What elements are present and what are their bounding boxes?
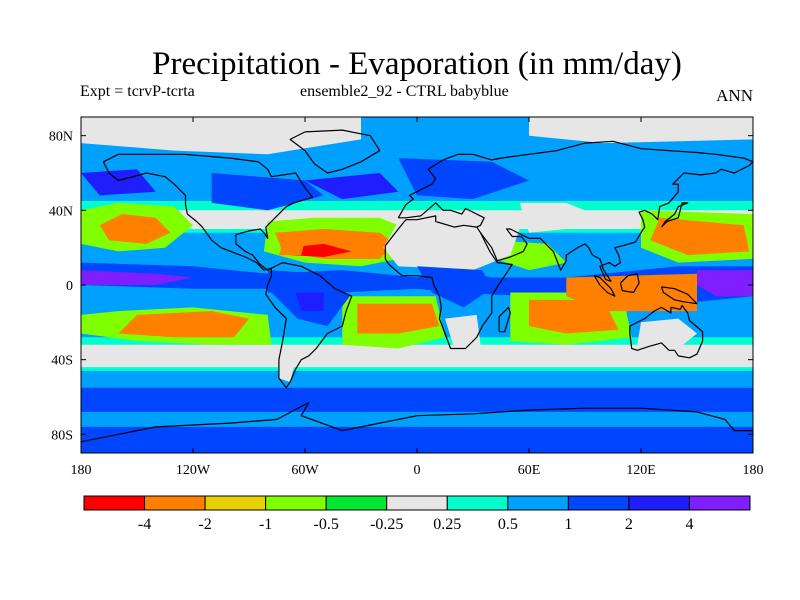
field-arctic-east [529, 117, 753, 144]
x-tick-label: 120W [176, 463, 211, 478]
colorbar-swatch [567, 495, 630, 511]
field-antarctic-strip [81, 411, 753, 427]
colorbar-label: -0.25 [370, 516, 403, 533]
ensemble-label: ensemble2_92 - CTRL babyblue [300, 83, 509, 100]
coast-africa [384, 202, 513, 350]
x-tick-label: 60E [518, 463, 541, 478]
colorbar: -4 -2 -1 -0.5 -0.25 0.25 0.5 1 2 4 [83, 495, 751, 533]
y-tick-label: 40N [49, 204, 73, 219]
pme-field [81, 117, 753, 453]
coast-antarctica [81, 402, 753, 443]
chart-title: Precipitation - Evaporation (in mm/day) [152, 46, 682, 82]
coastlines [81, 129, 753, 443]
field-north-atlantic [305, 173, 399, 200]
field-eq-pacific-south [81, 285, 268, 304]
field-caribbean [278, 240, 305, 256]
experiment-label: Expt = tcrvP-tcrta [80, 83, 195, 100]
field-europe [398, 158, 529, 200]
field-itcz-core [81, 270, 193, 285]
coast-australia [629, 304, 704, 359]
x-tick-label: 60W [291, 463, 319, 478]
colorbar-swatch [446, 495, 509, 511]
y-tick-label: 80S [51, 428, 73, 443]
colorbar-swatch [325, 495, 388, 511]
coast-north-america [102, 153, 314, 271]
field-central-asia [519, 202, 595, 233]
x-tick-label: 0 [414, 463, 421, 478]
coast-greenland [289, 129, 381, 174]
field-congo [417, 266, 492, 308]
field-npac-dry [99, 214, 171, 244]
field-polar-band [81, 434, 753, 453]
field-nwpac-dry [650, 217, 750, 256]
colorbar-swatch [144, 495, 206, 511]
coast-sumatra [593, 275, 616, 297]
season-label: ANN [716, 86, 753, 105]
colorbar-swatch [204, 495, 267, 511]
field-north-america [211, 173, 324, 211]
field-sahara [383, 221, 520, 271]
x-tick-label: 120E [626, 463, 656, 478]
colorbar-swatch [386, 495, 448, 511]
field-sio-dry [529, 299, 619, 334]
field-southern-africa [445, 314, 481, 349]
y-tick-label: 80N [49, 130, 73, 145]
coast-eurasia-north [397, 140, 753, 219]
field-sh-subtrop-pale [81, 344, 753, 368]
colorbar-label: 4 [685, 516, 693, 533]
coast-south-america [265, 262, 353, 389]
field-warm-pool-core [697, 270, 753, 297]
colorbar-swatch [265, 495, 327, 511]
y-tick-label: 40S [51, 354, 73, 369]
colorbar-swatch [507, 495, 569, 511]
field-arctic-west [81, 117, 361, 155]
y-axis: 80N 40N 0 40S 80S [49, 130, 753, 443]
coast-new-guinea [660, 286, 698, 305]
colorbar-swatch [83, 495, 146, 511]
colorbar-label: 0.25 [433, 516, 461, 533]
field-satl-dry [357, 303, 440, 334]
colorbar-label: 2 [625, 516, 633, 533]
coast-borneo [619, 273, 640, 294]
colorbar-label: -2 [198, 516, 211, 533]
field-spac-dry [118, 311, 249, 338]
x-tick-label: 180 [743, 463, 764, 478]
x-axis: 180 120W 60W 0 60E 120E 180 [71, 117, 764, 478]
coast-japan [661, 202, 689, 228]
y-tick-label: 0 [66, 279, 73, 294]
colorbar-label: -1 [259, 516, 272, 533]
colorbar-label: 0.5 [498, 516, 518, 533]
field-amazon-core [295, 292, 324, 312]
colorbar-label: -0.5 [314, 516, 339, 533]
x-tick-label: 180 [71, 463, 92, 478]
colorbar-label: 1 [564, 516, 572, 533]
field-australia [637, 318, 697, 349]
colorbar-swatch [688, 495, 751, 511]
colorbar-swatch [628, 495, 690, 511]
field-patagonia [277, 359, 296, 383]
coast-asia-south-east [480, 161, 753, 282]
colorbar-label: -4 [138, 516, 151, 533]
coast-madagascar [498, 306, 511, 333]
